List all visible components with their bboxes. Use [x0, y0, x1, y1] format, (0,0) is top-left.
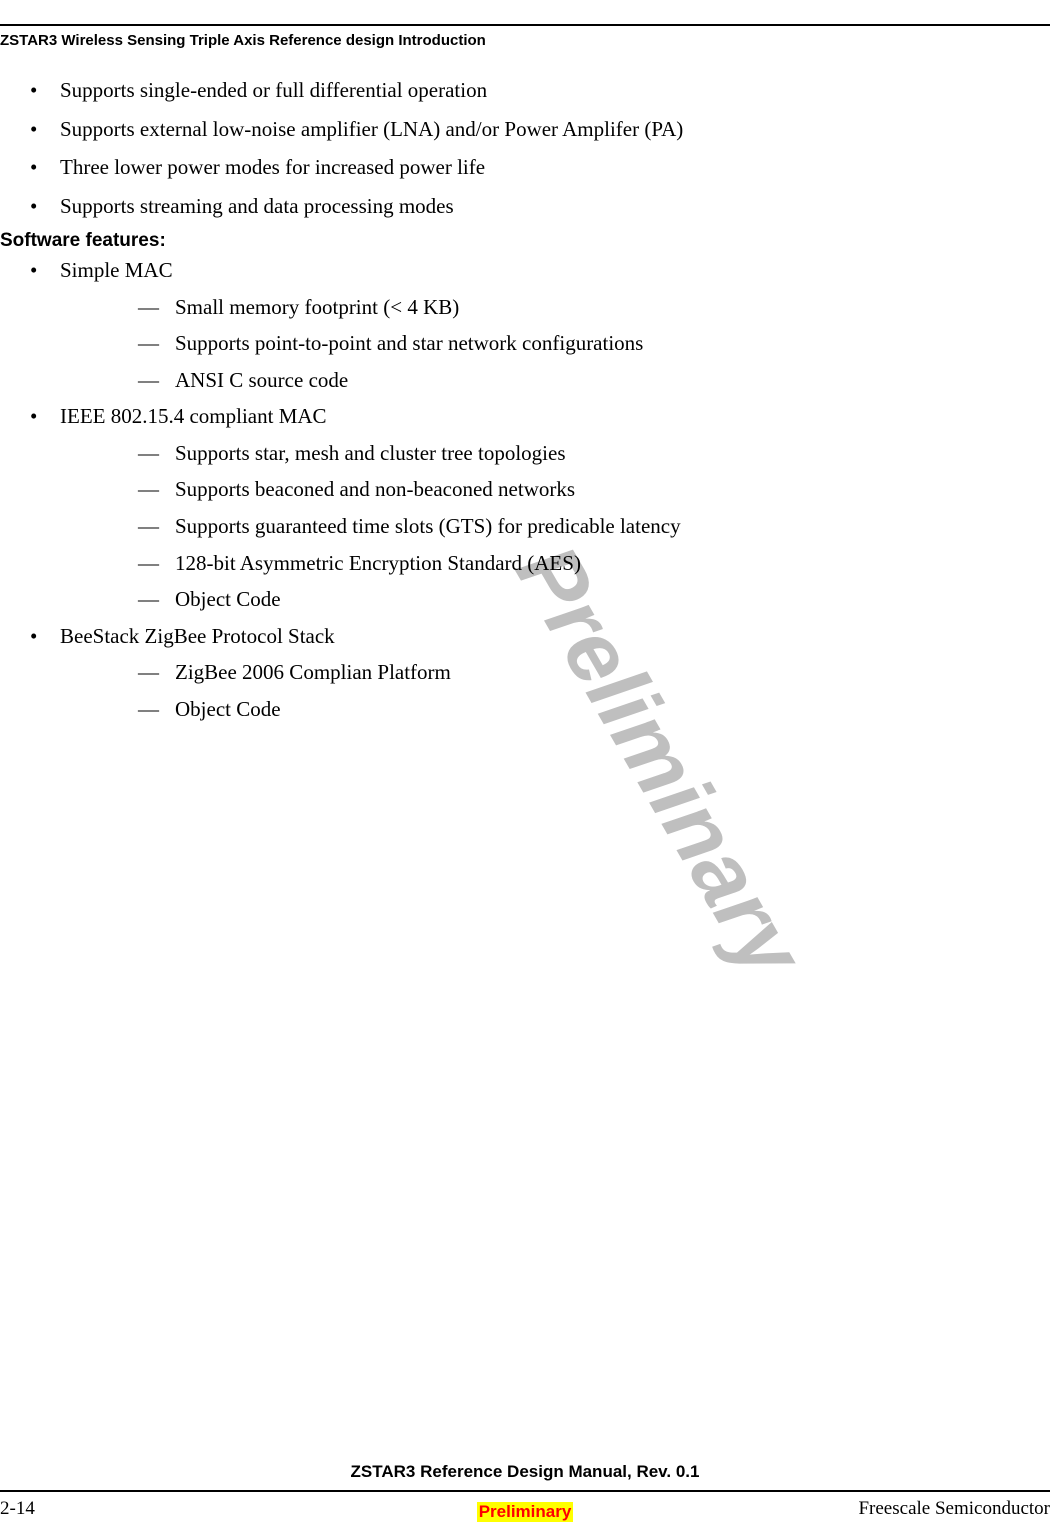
page-footer: ZSTAR3 Reference Design Manual, Rev. 0.1… [0, 1462, 1050, 1520]
sub-item: Supports guaranteed time slots (GTS) for… [60, 510, 1010, 543]
list-item: Three lower power modes for increased po… [0, 151, 1010, 184]
section-heading-software-features: Software features: [0, 230, 1010, 252]
list-item: Simple MAC Small memory footprint (< 4 K… [0, 254, 1010, 396]
preliminary-badge: Preliminary [477, 1502, 574, 1522]
page-content: Supports single-ended or full differenti… [0, 74, 1010, 729]
list-item: Supports single-ended or full differenti… [0, 74, 1010, 107]
footer-title: ZSTAR3 Reference Design Manual, Rev. 0.1 [0, 1462, 1050, 1492]
sub-item: Object Code [60, 693, 1010, 726]
sub-item: Supports star, mesh and cluster tree top… [60, 437, 1010, 470]
list-item-label: Simple MAC [60, 258, 173, 282]
sub-item: Object Code [60, 583, 1010, 616]
sub-item: 128-bit Asymmetric Encryption Standard (… [60, 547, 1010, 580]
top-bullet-list: Supports single-ended or full differenti… [0, 74, 1010, 222]
list-item: Supports external low-noise amplifier (L… [0, 113, 1010, 146]
sub-item: ZigBee 2006 Complian Platform [60, 656, 1010, 689]
software-features-list: Simple MAC Small memory footprint (< 4 K… [0, 254, 1010, 725]
list-item: BeeStack ZigBee Protocol Stack ZigBee 20… [0, 620, 1010, 726]
sub-item: Supports beaconed and non-beaconed netwo… [60, 473, 1010, 506]
list-item: Supports streaming and data processing m… [0, 190, 1010, 223]
page-header: ZSTAR3 Wireless Sensing Triple Axis Refe… [0, 24, 1050, 49]
sub-list: Supports star, mesh and cluster tree top… [60, 437, 1010, 616]
sub-item: Supports point-to-point and star network… [60, 327, 1010, 360]
sub-list: Small memory footprint (< 4 KB) Supports… [60, 291, 1010, 397]
list-item-label: IEEE 802.15.4 compliant MAC [60, 404, 327, 428]
list-item-label: BeeStack ZigBee Protocol Stack [60, 624, 335, 648]
list-item: IEEE 802.15.4 compliant MAC Supports sta… [0, 400, 1010, 615]
sub-list: ZigBee 2006 Complian Platform Object Cod… [60, 656, 1010, 725]
sub-item: Small memory footprint (< 4 KB) [60, 291, 1010, 324]
footer-center: Preliminary [0, 1502, 1050, 1522]
sub-item: ANSI C source code [60, 364, 1010, 397]
header-title: ZSTAR3 Wireless Sensing Triple Axis Refe… [0, 32, 1050, 49]
